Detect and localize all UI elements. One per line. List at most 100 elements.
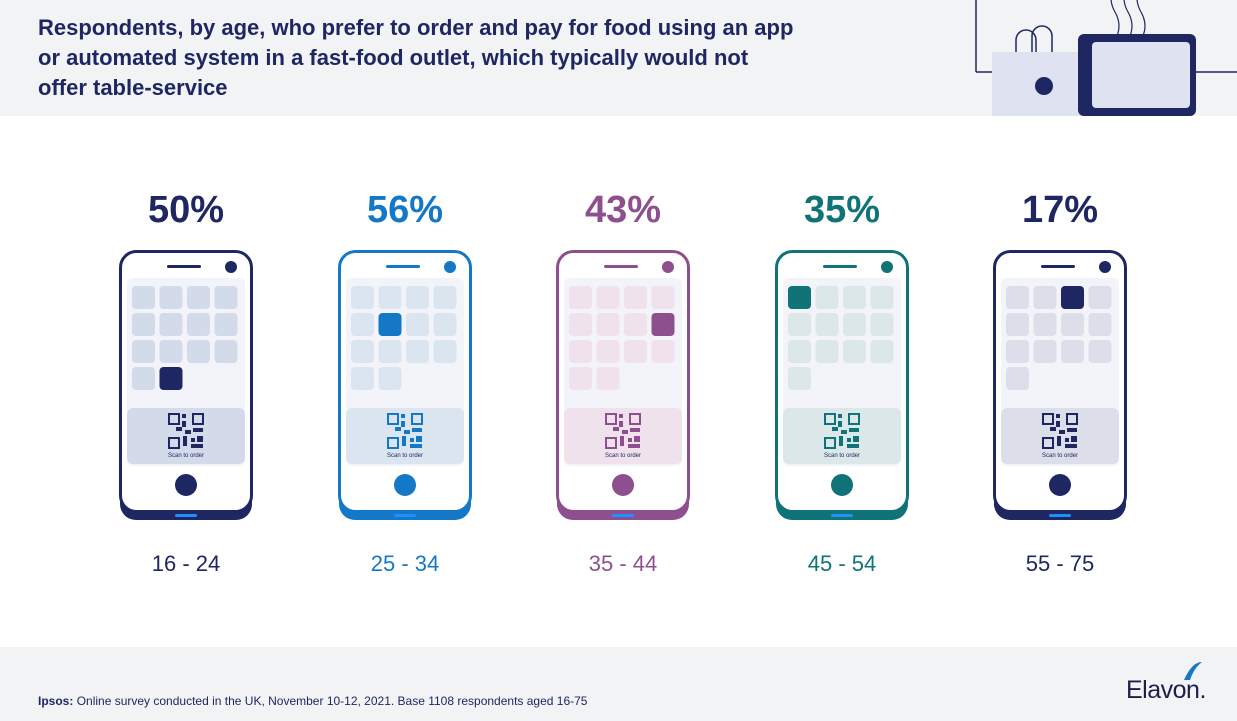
home-indicator	[394, 514, 416, 517]
menu-tile	[569, 340, 592, 363]
home-indicator	[1049, 514, 1071, 517]
menu-tile	[870, 286, 894, 309]
elavon-logo: Elavon.	[1126, 676, 1206, 704]
menu-tile	[406, 286, 429, 309]
menu-tile	[870, 313, 894, 336]
menu-tile	[214, 340, 238, 363]
percentage-label: 43%	[584, 189, 662, 231]
camera-icon	[1099, 261, 1111, 273]
menu-tile	[1006, 313, 1029, 336]
menu-tile	[406, 313, 429, 336]
menu-tile	[569, 286, 592, 309]
menu-tile	[187, 313, 210, 336]
qr-code-icon	[387, 413, 423, 449]
speaker	[386, 265, 420, 268]
menu-tile	[378, 340, 402, 363]
menu-tile	[1006, 340, 1029, 363]
menu-tile	[569, 313, 592, 336]
home-indicator	[831, 514, 853, 517]
camera-icon	[881, 261, 893, 273]
menu-tile	[433, 340, 457, 363]
qr-code-icon	[605, 413, 641, 449]
menu-tile	[1061, 313, 1084, 336]
menu-tile	[651, 340, 675, 363]
age-label: 35 - 44	[588, 551, 658, 576]
speaker	[1041, 265, 1075, 268]
scan-caption: Scan to order	[168, 453, 204, 459]
speaker	[604, 265, 638, 268]
menu-tile	[843, 286, 866, 309]
speaker	[823, 265, 857, 268]
selected-tile	[788, 286, 811, 309]
source-text: Online survey conducted in the UK, Novem…	[76, 694, 588, 708]
home-indicator	[612, 514, 634, 517]
menu-tile	[870, 340, 894, 363]
menu-tile	[1006, 286, 1029, 309]
menu-tile	[1033, 286, 1057, 309]
menu-tile	[132, 367, 155, 390]
menu-tile	[351, 286, 374, 309]
scan-caption: Scan to order	[387, 453, 423, 459]
menu-tile	[596, 340, 620, 363]
menu-tile	[351, 313, 374, 336]
menu-tile	[433, 286, 457, 309]
menu-tile	[1088, 313, 1112, 336]
chart-title: Respondents, by age, who prefer to order…	[38, 15, 794, 100]
menu-tile	[843, 340, 866, 363]
qr-code-icon	[824, 413, 860, 449]
selected-tile	[159, 367, 183, 390]
menu-tile	[132, 286, 155, 309]
percentage-label: 17%	[1021, 189, 1099, 231]
elavon-logo-mark-icon	[1184, 662, 1202, 680]
selected-tile	[378, 313, 402, 336]
menu-tile	[815, 286, 839, 309]
phone-icon: Scan to order	[556, 250, 690, 520]
percentage-label: 35%	[803, 189, 881, 231]
camera-icon	[662, 261, 674, 273]
menu-tile	[1088, 286, 1112, 309]
menu-tile	[214, 286, 238, 309]
menu-tile	[433, 313, 457, 336]
menu-tile	[187, 340, 210, 363]
phone-icon: Scan to order	[338, 250, 472, 520]
home-button	[1049, 474, 1071, 496]
age-label: 45 - 54	[807, 551, 877, 576]
menu-tile	[624, 286, 647, 309]
camera-icon	[444, 261, 456, 273]
home-button	[831, 474, 853, 496]
age-label: 55 - 75	[1025, 551, 1095, 576]
age-label: 25 - 34	[370, 551, 440, 576]
menu-tile	[843, 313, 866, 336]
home-button	[394, 474, 416, 496]
source-note: Ipsos: Online survey conducted in the UK…	[38, 694, 587, 708]
menu-tile	[596, 367, 620, 390]
menu-tile	[651, 286, 675, 309]
menu-tile	[159, 313, 183, 336]
scan-caption: Scan to order	[1042, 453, 1078, 459]
phone-icon: Scan to order	[119, 250, 253, 520]
menu-tile	[815, 340, 839, 363]
menu-tile	[596, 286, 620, 309]
qr-code-icon	[1042, 413, 1078, 449]
menu-tile	[1061, 340, 1084, 363]
selected-tile	[1061, 286, 1084, 309]
home-button	[175, 474, 197, 496]
speaker	[167, 265, 201, 268]
selected-tile	[651, 313, 675, 336]
percentage-label: 56%	[366, 189, 444, 231]
menu-tile	[159, 286, 183, 309]
menu-tile	[1088, 340, 1112, 363]
menu-tile	[351, 367, 374, 390]
phone-icon: Scan to order	[775, 250, 909, 520]
menu-tile	[1033, 340, 1057, 363]
menu-tile	[815, 313, 839, 336]
menu-tile	[1033, 313, 1057, 336]
menu-tile	[132, 340, 155, 363]
phone-icon: Scan to order	[993, 250, 1127, 520]
percentage-label: 50%	[147, 189, 225, 231]
menu-tile	[351, 340, 374, 363]
menu-tile	[788, 340, 811, 363]
menu-tile	[788, 367, 811, 390]
menu-tile	[624, 340, 647, 363]
menu-tile	[187, 286, 210, 309]
